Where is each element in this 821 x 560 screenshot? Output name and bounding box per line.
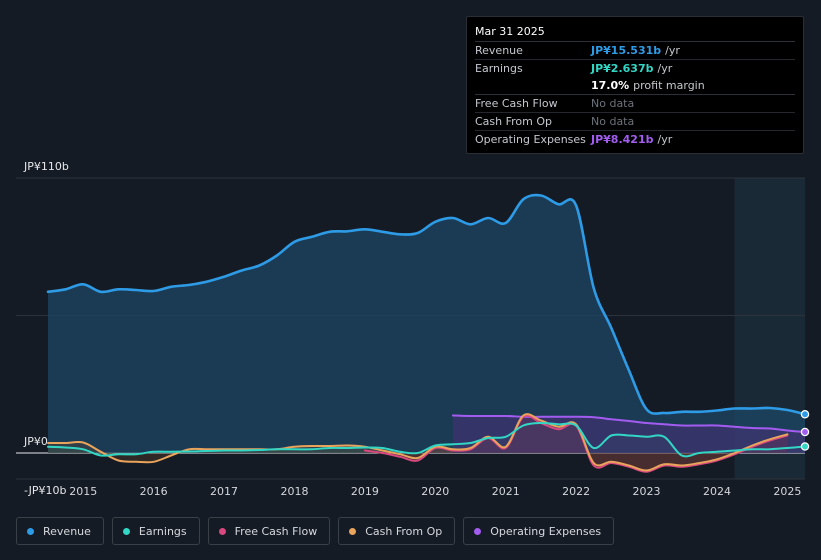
y-tick-label: JP¥110b — [23, 160, 69, 173]
chart-canvas: JP¥110b JP¥0 -JP¥10b 2015 2016 2017 2018 2019 20… — [16, 160, 810, 498]
line-revenue — [46, 193, 807, 416]
legend-dot-icon — [218, 527, 226, 535]
x-tick-label: 2018 — [280, 485, 308, 498]
legend-label: Operating Expenses — [490, 524, 602, 538]
legend-item-free-cash-flow[interactable]: Free Cash Flow — [207, 517, 331, 545]
end-dot-revenue — [800, 409, 810, 419]
tooltip-label: Free Cash Flow — [475, 97, 558, 110]
legend-label: Earnings — [138, 524, 187, 538]
tooltip-label: Revenue — [475, 44, 523, 57]
chart-tooltip: Mar 31 2025 Revenue JP¥15.531b /yr Earni… — [466, 16, 804, 154]
line-operating-expenses — [451, 414, 806, 433]
x-tick-label: 2020 — [421, 485, 449, 498]
tooltip-value: No data — [591, 97, 635, 110]
tooltip-row-profit-margin: 17.0% profit margin — [475, 77, 795, 95]
tooltip-unit: profit margin — [633, 79, 705, 92]
legend-item-earnings[interactable]: Earnings — [111, 517, 200, 545]
legend-dot-icon — [474, 527, 482, 535]
tooltip-label: Operating Expenses — [475, 133, 586, 146]
x-tick-label: 2023 — [633, 485, 661, 498]
tooltip-row-cash-from-op: Cash From Op No data — [475, 113, 795, 131]
tooltip-row-free-cash-flow: Free Cash Flow No data — [475, 95, 795, 113]
area-cash-from-op — [48, 414, 788, 471]
y-tick-label: -JP¥10b — [24, 484, 66, 497]
tooltip-value: JP¥8.421b — [591, 133, 654, 146]
legend-dot-icon — [122, 527, 130, 535]
legend-item-operating-expenses[interactable]: Operating Expenses — [463, 517, 615, 545]
x-tick-label: 2021 — [492, 485, 520, 498]
legend-item-revenue[interactable]: Revenue — [16, 517, 104, 545]
tooltip-value: 17.0% — [591, 79, 630, 92]
y-tick-label: JP¥0 — [23, 435, 48, 448]
legend-label: Free Cash Flow — [234, 524, 318, 538]
x-tick-label: 2024 — [703, 485, 731, 498]
line-earnings — [47, 421, 806, 458]
tooltip-row-operating-expenses: Operating Expenses JP¥8.421b /yr — [475, 131, 795, 148]
tooltip-label: Earnings — [475, 62, 523, 75]
legend-item-cash-from-op[interactable]: Cash From Op — [338, 517, 456, 545]
chart-legend: Revenue Earnings Free Cash Flow Cash Fro… — [16, 517, 615, 545]
x-tick-label: 2015 — [69, 485, 97, 498]
tooltip-value: JP¥2.637b — [591, 62, 654, 75]
legend-dot-icon — [349, 527, 357, 535]
end-dot-operating-expenses — [800, 427, 810, 437]
area-revenue — [48, 195, 805, 454]
tooltip-unit: /yr — [657, 133, 673, 146]
legend-label: Revenue — [43, 524, 91, 538]
tooltip-row-earnings: Earnings JP¥2.637b /yr — [475, 60, 795, 77]
x-tick-label: 2022 — [562, 485, 590, 498]
tooltip-label — [475, 77, 591, 94]
x-tick-label: 2025 — [773, 485, 801, 498]
legend-label: Cash From Op — [365, 524, 443, 538]
tooltip-value: No data — [591, 115, 635, 128]
legend-dot-icon — [27, 527, 34, 535]
tooltip-unit: /yr — [657, 62, 673, 75]
tooltip-label: Cash From Op — [475, 115, 553, 128]
tooltip-unit: /yr — [665, 44, 680, 57]
x-tick-label: 2019 — [351, 485, 379, 498]
end-dot-earnings — [800, 442, 810, 451]
area-operating-expenses — [452, 415, 805, 453]
x-tick-label: 2017 — [210, 485, 238, 498]
x-tick-label: 2016 — [140, 485, 168, 498]
tooltip-value: JP¥15.531b — [591, 44, 662, 57]
tooltip-date: Mar 31 2025 — [475, 23, 795, 42]
line-cash-from-op — [47, 413, 789, 472]
tooltip-row-revenue: Revenue JP¥15.531b /yr — [475, 42, 795, 60]
